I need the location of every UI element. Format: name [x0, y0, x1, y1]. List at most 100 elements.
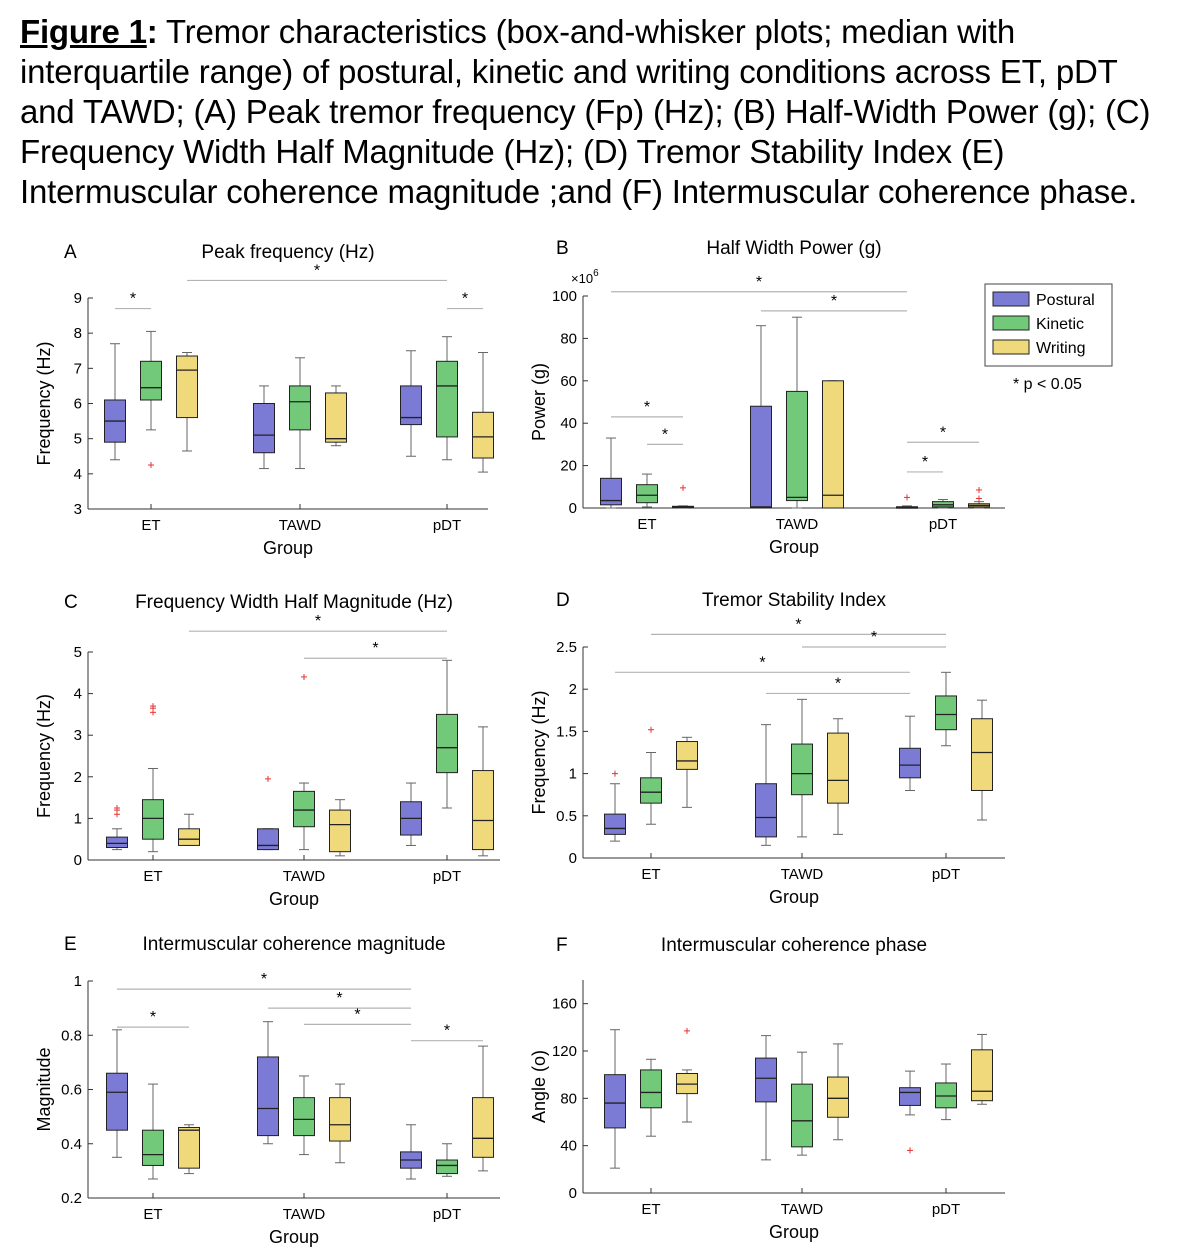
panel-F: F Intermuscular coherence phase 0 40 80 120 16…	[529, 935, 1005, 1242]
box-iqr	[636, 484, 658, 504]
significance-star: *	[644, 399, 650, 416]
y-axis-label: Angle (o)	[529, 1050, 549, 1123]
y-tick-label: 5	[74, 431, 82, 448]
box-iqr	[935, 695, 957, 731]
y-tick-label: 1	[74, 973, 82, 990]
box-pDT-Postural	[899, 715, 921, 791]
y-axis-label: Frequency (Hz)	[34, 694, 54, 818]
panel-B: B Half Width Power (g) 0 20 40 60 80 100 ×106 ET T…	[529, 238, 1113, 557]
x-tick-label: ET	[143, 868, 162, 885]
significance-star: *	[871, 629, 877, 646]
box-TAWD-Writing	[325, 385, 347, 447]
box-iqr	[604, 813, 626, 835]
box-pDT-Kinetic	[935, 671, 957, 747]
box-iqr	[178, 828, 200, 846]
legend-swatch-writing	[992, 339, 1030, 355]
panel-title: Intermuscular coherence phase	[661, 935, 927, 956]
panel-letter: D	[556, 590, 570, 611]
box-pDT-Kinetic	[935, 1063, 957, 1121]
x-tick-label: ET	[641, 1201, 660, 1218]
panel-letter: E	[64, 934, 77, 955]
panel-letter: B	[556, 238, 569, 259]
y-tick-label: 6	[74, 396, 82, 413]
x-tick-label: ET	[637, 516, 656, 533]
significance-star: *	[130, 291, 136, 308]
box-iqr	[178, 1126, 200, 1169]
box-pDT-Writing	[971, 1033, 993, 1105]
box-iqr	[755, 783, 777, 838]
box-ET-Kinetic	[142, 767, 164, 853]
box-iqr	[106, 1072, 128, 1131]
outlier-point	[904, 494, 910, 501]
box-iqr	[325, 392, 347, 443]
box-pDT-Kinetic	[436, 659, 458, 809]
box-iqr	[827, 1076, 849, 1118]
x-tick-label: pDT	[433, 1206, 461, 1223]
box-ET-Writing	[178, 813, 200, 846]
box-iqr	[971, 718, 993, 791]
box-TAWD-Postural	[257, 1021, 279, 1145]
panel-D: D Tremor Stability Index 0 0.5 1 1.5 2 2.5 ET TAW…	[529, 590, 1005, 907]
box-iqr	[329, 1097, 351, 1142]
y-tick-label: 3	[74, 501, 82, 518]
box-pDT-Writing	[472, 1045, 494, 1172]
significance-star: *	[150, 1009, 156, 1026]
box-TAWD-Writing	[329, 1083, 351, 1164]
box-iqr	[676, 741, 698, 770]
outlier-point	[301, 673, 307, 680]
box-iqr	[140, 360, 162, 401]
legend: Postural Kinetic Writing * p < 0.05	[984, 283, 1113, 393]
figure-caption: Figure 1: Tremor characteristics (box-an…	[20, 12, 1180, 212]
significance-star: *	[756, 274, 762, 291]
box-iqr	[106, 836, 128, 849]
box-ET-Kinetic	[636, 473, 658, 508]
outlier-point	[150, 703, 156, 710]
box-TAWD-Postural	[755, 1035, 777, 1161]
outlier-point	[680, 484, 686, 491]
box-ET-Postural	[106, 1029, 128, 1158]
y-tick-label: 80	[560, 330, 577, 347]
significance-star: *	[662, 426, 668, 443]
box-ET-Writing	[672, 505, 694, 509]
box-iqr	[600, 477, 622, 506]
figure-label: Figure 1	[20, 13, 147, 50]
box-pDT-Kinetic	[932, 499, 954, 509]
box-TAWD-Postural	[750, 325, 772, 509]
significance-star: *	[831, 293, 837, 310]
significance-star: *	[314, 262, 320, 279]
y-tick-label: 8	[74, 325, 82, 342]
y-tick-label: 120	[552, 1043, 577, 1060]
y-tick-label: 1	[569, 766, 577, 783]
x-tick-label: ET	[141, 517, 160, 534]
significance-star: *	[315, 613, 321, 630]
y-tick-label: 0	[569, 500, 577, 517]
significance-note: * p < 0.05	[1013, 376, 1082, 393]
figure-label-colon: :	[146, 13, 158, 50]
y-tick-label: 100	[552, 288, 577, 305]
panel-title: Half Width Power (g)	[706, 238, 881, 259]
y-tick-label: 0.4	[61, 1136, 82, 1153]
box-iqr	[142, 799, 164, 840]
significance-star: *	[462, 291, 468, 308]
significance-star: *	[922, 454, 928, 471]
box-iqr	[472, 411, 494, 459]
box-iqr	[176, 355, 198, 419]
y-tick-label: 3	[74, 727, 82, 744]
y-tick-label: 7	[74, 360, 82, 377]
panel-C: C Frequency Width Half Magnitude (Hz) 0 1 2 3…	[34, 592, 500, 909]
outlier-point	[148, 462, 154, 469]
panel-title: Intermuscular coherence magnitude	[142, 934, 445, 955]
y-tick-label: 0.2	[61, 1190, 82, 1207]
box-iqr	[329, 809, 351, 853]
y-tick-label: 0.8	[61, 1027, 82, 1044]
box-iqr	[289, 385, 311, 431]
box-iqr	[436, 713, 458, 774]
x-axis-label: Group	[769, 537, 819, 557]
box-iqr	[640, 777, 662, 804]
legend-label-writing: Writing	[1036, 340, 1086, 357]
y-tick-label: 0	[569, 1185, 577, 1202]
box-ET-Writing	[176, 352, 198, 452]
box-iqr	[827, 732, 849, 804]
box-TAWD-Kinetic	[791, 698, 813, 838]
panel-A: A Peak frequency (Hz) 3 4 5 6 7 8 9 ET TAWD pDT Grou…	[34, 242, 494, 558]
